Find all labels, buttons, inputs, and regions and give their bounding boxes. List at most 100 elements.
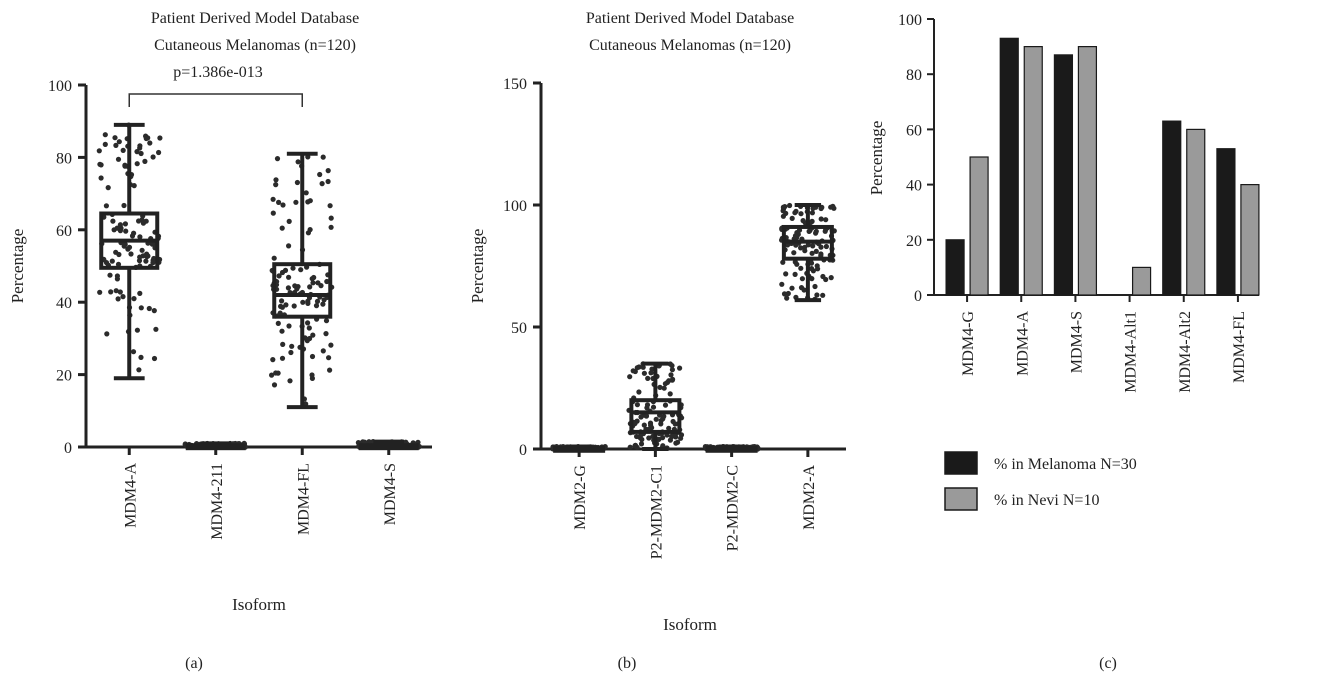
a-data-point [279, 355, 286, 361]
a-data-point [294, 179, 300, 186]
a-data-point [121, 202, 127, 209]
c-x-tick-label: MDM4-Alt1 [1123, 311, 1140, 393]
legend-swatch-melanoma [944, 451, 978, 475]
a-data-point [115, 296, 121, 302]
a-data-point [96, 148, 102, 154]
a-data-point [153, 326, 159, 332]
a-data-point [137, 145, 143, 151]
panel-b-label: (b) [618, 655, 637, 672]
b-data-point [823, 217, 829, 223]
b-data-point [650, 404, 657, 410]
b-x-tick-label: MDM2-G [572, 465, 589, 530]
a-data-point [102, 141, 108, 147]
b-x-tick-label: P2-MDM2-C [725, 465, 742, 551]
b-data-point [809, 210, 816, 216]
a-data-point [138, 305, 144, 311]
b-data-point [798, 245, 804, 251]
a-data-point [129, 233, 136, 239]
panel-b-y-ticks: 0 50 100 150 [503, 76, 541, 459]
a-data-point [115, 261, 122, 267]
a-data-point [273, 177, 279, 183]
b-data-point [818, 216, 824, 222]
a-data-point [307, 284, 313, 290]
a-data-point [295, 159, 301, 165]
b-data-point [627, 374, 633, 380]
a-data-point [117, 289, 123, 295]
a-data-point [271, 255, 277, 261]
bar-melanoma [1162, 120, 1182, 296]
panel-a-x-ticks: MDM4-A MDM4-211 MDM4-FL MDM4-S [122, 447, 399, 540]
b-data-point [784, 295, 790, 301]
a-box [272, 262, 333, 319]
a-data-point [150, 260, 156, 266]
a-data-point [104, 331, 110, 337]
a-data-point [146, 305, 152, 312]
panel-a-boxes [99, 122, 419, 451]
a-data-point [287, 378, 293, 384]
b-data-point [809, 250, 815, 256]
a-data-point [279, 298, 285, 304]
b-data-point [632, 443, 638, 449]
c-x-tick-label: MDM4-S [1068, 311, 1085, 373]
legend-label-nevi: % in Nevi N=10 [994, 492, 1099, 509]
bar-nevi [1240, 184, 1260, 296]
panel-a-y-ticks: 0 20 40 60 80 100 [48, 78, 86, 457]
a-data-point [323, 331, 329, 337]
b-data-point [662, 402, 669, 408]
b-y-tick-label: 0 [519, 442, 527, 459]
a-data-point [112, 135, 118, 141]
a-data-point [151, 308, 157, 314]
panel-c: 0 20 40 60 80 100 MDM4-G MDM4-A MDM4-S MDM4-Alt1… [867, 12, 1260, 672]
bar-nevi [1186, 128, 1206, 296]
b-x-tick-label: MDM2-A [801, 465, 818, 530]
c-y-tick-label: 100 [898, 12, 922, 29]
b-data-point [812, 283, 818, 290]
b-data-point [662, 381, 669, 387]
b-data-point [667, 437, 674, 443]
bar-melanoma [999, 37, 1019, 296]
a-data-point [156, 149, 162, 156]
a-data-point [138, 150, 144, 157]
b-data-point [657, 384, 663, 390]
a-y-tick-label: 80 [56, 150, 72, 167]
a-data-point [128, 251, 134, 257]
panel-b-title-line1: Patient Derived Model Database [586, 10, 794, 27]
a-y-tick-label: 20 [56, 368, 72, 385]
a-data-point [114, 273, 120, 279]
a-data-point [103, 203, 109, 209]
b-data-point [634, 402, 641, 408]
a-data-point [283, 302, 289, 308]
a-data-point [123, 228, 129, 234]
a-data-point [98, 162, 104, 168]
b-data-point [641, 422, 647, 428]
a-data-point [114, 225, 120, 231]
b-data-point [677, 365, 683, 371]
a-data-point [120, 294, 126, 300]
bar-nevi [1023, 45, 1043, 296]
c-x-tick-label: MDM4-A [1014, 311, 1031, 376]
a-data-point [110, 218, 116, 224]
b-data-point [820, 292, 826, 298]
a-data-point [327, 203, 333, 209]
panel-a-points [96, 122, 422, 450]
a-data-point [276, 273, 282, 279]
panel-b-x-ticks: MDM2-G P2-MDM2-C1 P2-MDM2-C MDM2-A [572, 449, 818, 559]
a-data-point [116, 251, 122, 258]
a-data-point [270, 210, 276, 216]
a-data-point [314, 298, 321, 304]
a-data-point [142, 158, 148, 164]
a-data-point [298, 267, 304, 273]
a-data-point [113, 288, 119, 294]
a-data-point [305, 320, 311, 326]
b-data-point [656, 436, 662, 442]
b-data-point [627, 444, 633, 450]
b-data-point [813, 248, 819, 254]
a-data-point [328, 215, 334, 221]
b-data-point [648, 370, 654, 376]
a-data-point [293, 199, 299, 205]
panel-a-x-label: Isoform [232, 595, 286, 614]
a-x-tick-label: MDM4-S [382, 463, 399, 525]
b-data-point [669, 367, 676, 373]
b-data-point [789, 215, 795, 221]
a-data-point [326, 355, 332, 361]
